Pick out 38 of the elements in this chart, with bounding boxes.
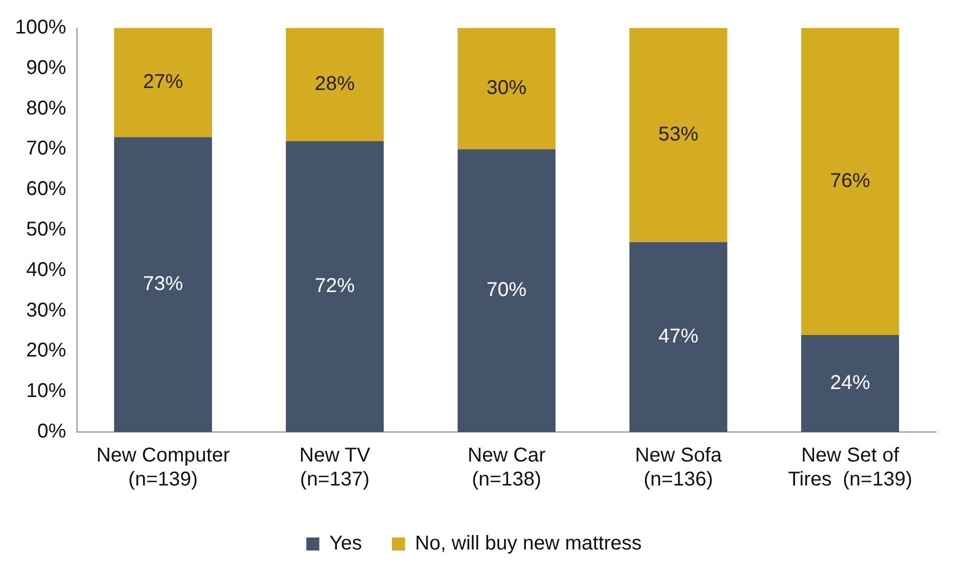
y-tick-label: 40% (26, 258, 66, 281)
y-tick-label: 60% (26, 178, 66, 200)
bar (458, 149, 556, 432)
bar (801, 335, 900, 432)
bar (629, 28, 728, 242)
y-tick-label: 80% (26, 97, 66, 120)
y-tick-label: 70% (26, 138, 66, 160)
y-tick-label: 30% (26, 299, 66, 322)
bar (286, 28, 384, 142)
bar (286, 141, 384, 432)
data-label: 76% (830, 170, 870, 192)
x-tick-label: New Car (n=138) (468, 444, 546, 491)
y-tick-label: 10% (26, 380, 66, 402)
data-label: 47% (658, 326, 699, 348)
bar (458, 28, 556, 150)
data-label: 53% (658, 124, 699, 146)
x-tick-label: New Computer (n=139) (96, 444, 230, 491)
x-tick-label: New Sofa (n=136) (634, 444, 723, 491)
bar (114, 137, 212, 432)
bar (629, 242, 728, 432)
data-label: 70% (486, 279, 527, 302)
data-label: 28% (314, 73, 356, 96)
y-tick-label: 90% (26, 56, 66, 79)
y-tick-label: 50% (26, 218, 66, 241)
y-tick-label: 20% (26, 340, 66, 362)
bar (114, 28, 212, 138)
y-tick-label: 0% (37, 420, 66, 443)
data-label: 30% (486, 77, 527, 100)
bar (801, 28, 900, 336)
legend-label: Yes (329, 532, 362, 555)
data-label: 27% (143, 71, 184, 94)
x-tick-label: New TV (n=137) (299, 444, 371, 491)
x-tick-label: New Set of Tires (n=139) (788, 444, 912, 491)
data-label: 72% (314, 275, 356, 298)
data-label: 24% (830, 372, 870, 394)
data-label: 73% (143, 273, 184, 296)
legend-label: No, will buy new mattress (414, 532, 642, 555)
y-tick-label: 100% (14, 16, 66, 39)
